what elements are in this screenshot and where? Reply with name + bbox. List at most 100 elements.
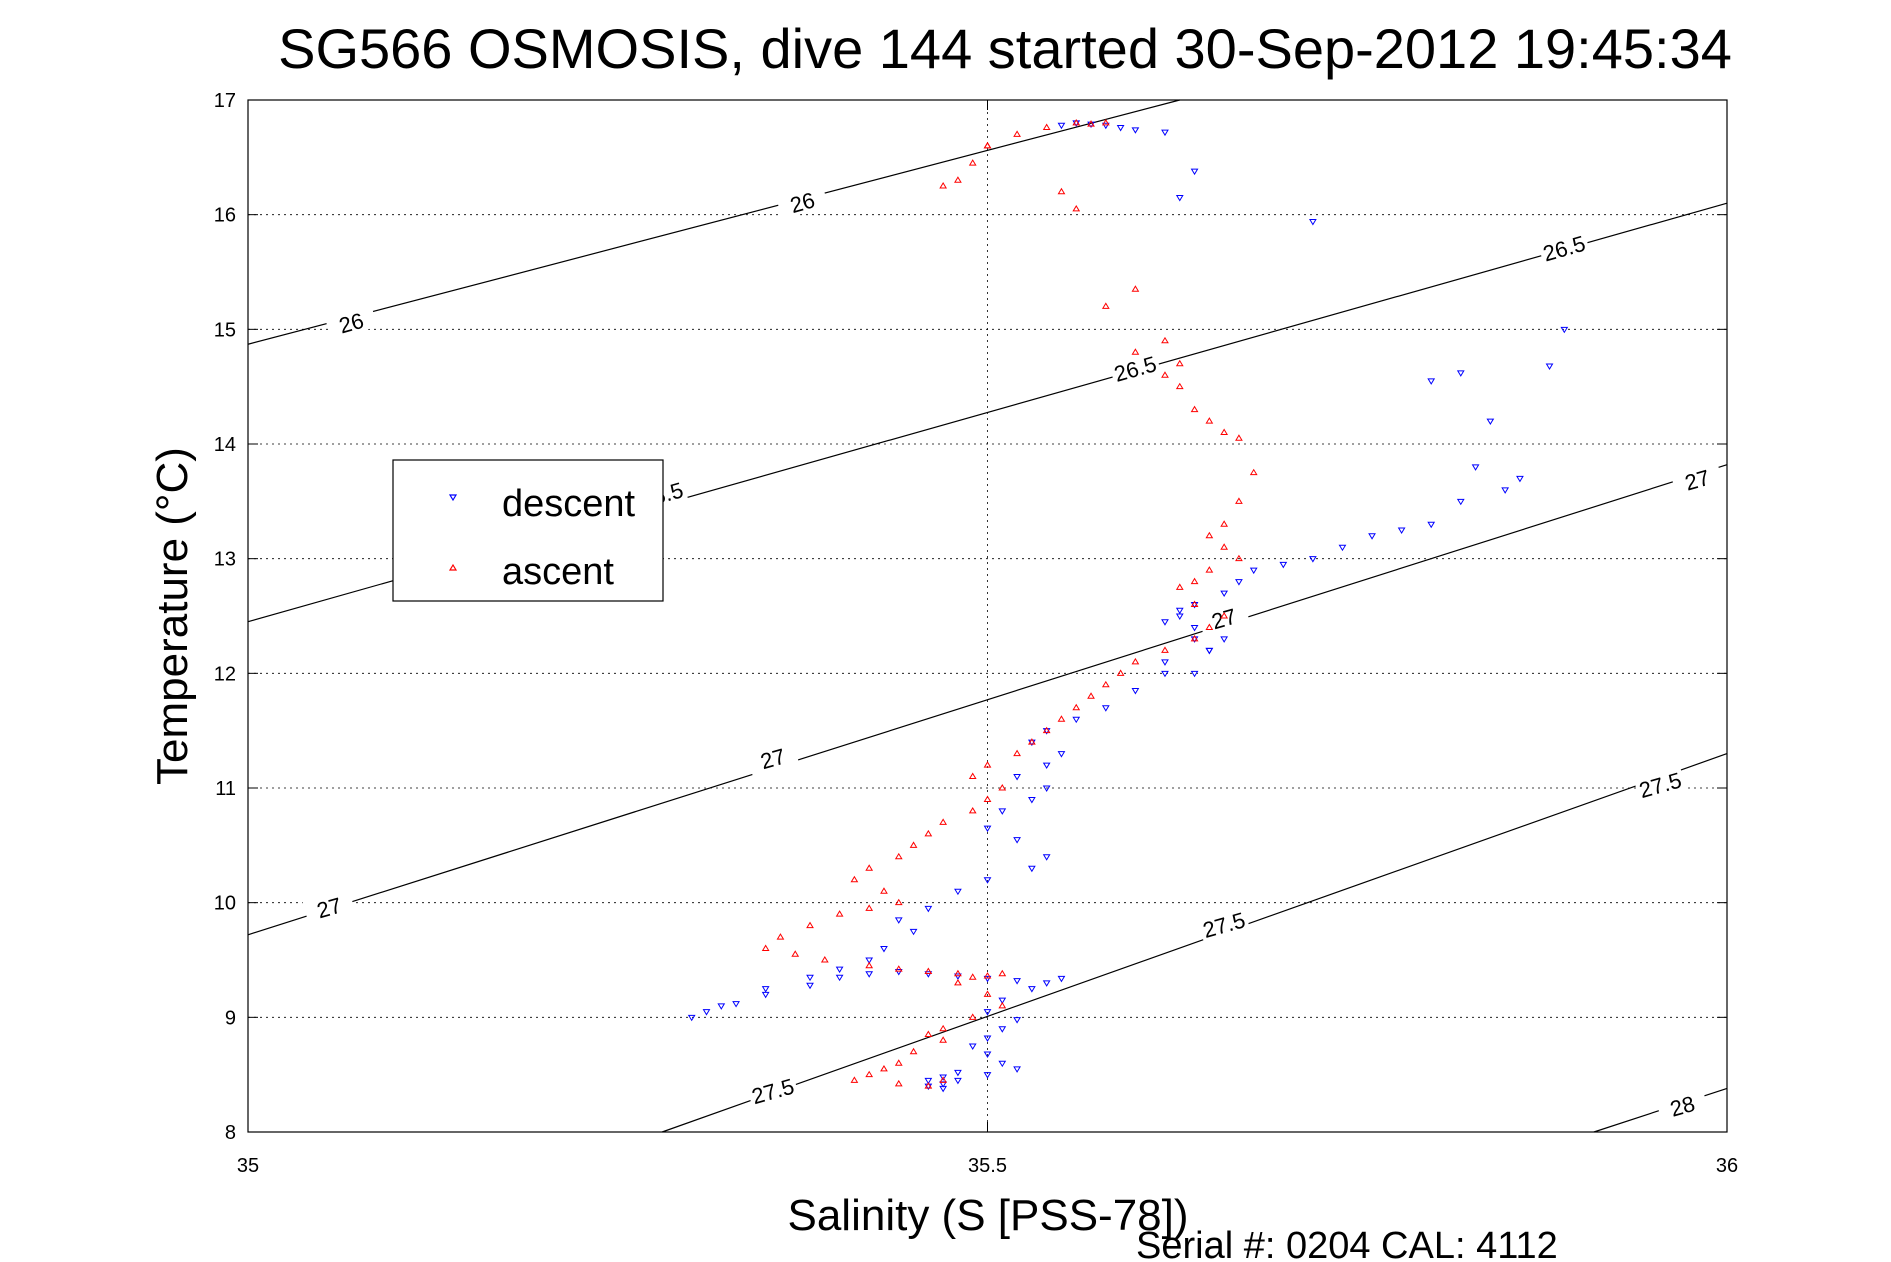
ascent-point (865, 904, 874, 911)
descent-point (1013, 978, 1021, 985)
x-tick-label: 36 (1716, 1155, 1738, 1177)
ascent-point (1027, 738, 1036, 745)
ascent-point (806, 921, 814, 929)
chart-title: SG566 OSMOSIS, dive 144 started 30-Sep-2… (278, 17, 1732, 80)
y-tick-label: 11 (215, 778, 236, 800)
y-tick-label: 16 (214, 205, 236, 227)
ascent-point (983, 795, 992, 802)
ascent-point (1205, 623, 1214, 630)
ascent-point (998, 784, 1007, 791)
y-tick-label: 17 (214, 90, 236, 112)
descent-point (1427, 521, 1436, 529)
descent-point (1042, 728, 1051, 735)
axis-ticks: 35 35.5 36 8 9 10 11 12 13 14 15 16 17 (214, 90, 1738, 1177)
ascent-point (924, 1082, 933, 1089)
ascent-point (1101, 680, 1110, 688)
descent-point (1220, 590, 1229, 598)
descent-point (1042, 762, 1051, 770)
descent-point (983, 975, 992, 983)
ascent-point (998, 1001, 1007, 1009)
contour-line-27-5 (661, 753, 1728, 1133)
ascent-point (1190, 600, 1199, 608)
descent-point (1190, 602, 1199, 609)
ascent-point (1072, 703, 1081, 711)
ascent-point (1072, 204, 1081, 212)
legend-box (392, 459, 664, 602)
ascent-point (1042, 726, 1051, 734)
descent-point (1338, 544, 1347, 552)
ascent-point (1087, 120, 1095, 127)
x-tick-label: 35.5 (968, 1155, 1007, 1177)
ascent-point (924, 829, 933, 837)
ascent-point (865, 961, 874, 969)
descent-point (1072, 120, 1081, 127)
ascent-point (1205, 531, 1214, 539)
descent-point (983, 877, 992, 884)
descent-point (1057, 751, 1066, 758)
ascent-point (909, 1047, 918, 1055)
contour-label-bg (302, 888, 356, 925)
ascent-point (865, 1070, 874, 1078)
ascent-point (761, 944, 770, 952)
descent-point (702, 1009, 711, 1016)
ascent-point (1220, 428, 1229, 436)
ascent-point (909, 841, 918, 848)
y-tick-label: 15 (214, 319, 236, 341)
y-tick-label: 12 (214, 663, 236, 685)
y-tick-label: 13 (214, 549, 236, 571)
ascent-point (968, 973, 977, 980)
descent-point (806, 974, 814, 982)
descent-point (1027, 739, 1036, 747)
ascent-point (1131, 285, 1140, 292)
ascent-point (939, 1024, 948, 1032)
descent-point (1560, 326, 1569, 334)
descent-point (954, 1069, 962, 1077)
y-tick-label: 8 (225, 1122, 236, 1144)
descent-point (1368, 533, 1376, 540)
descent-point (909, 928, 918, 936)
contour-label: 27 (302, 888, 356, 925)
descent-point (1190, 624, 1199, 632)
ascent-point (1205, 566, 1214, 573)
descent-point (1161, 670, 1169, 678)
contour-label: 27.5 (1197, 905, 1250, 943)
descent-point (732, 1001, 740, 1008)
contour-label-bg (324, 303, 378, 340)
descent-point (717, 1003, 726, 1010)
descent-point (761, 991, 770, 999)
descent-point (1057, 122, 1066, 130)
ascent-point (1116, 669, 1125, 676)
ascent-point (939, 1076, 948, 1083)
descent-point (1545, 363, 1554, 370)
descent-point (1190, 636, 1199, 643)
ascent-point (894, 852, 903, 860)
descent-point (1116, 125, 1125, 132)
descent-point (939, 1085, 948, 1093)
descent-point (1175, 613, 1184, 620)
contour-label-bg (1537, 229, 1591, 266)
descent-point (1486, 418, 1495, 426)
ascent-point (1101, 302, 1110, 309)
descent-point (1013, 774, 1021, 781)
ascent-point (968, 806, 977, 814)
descent-point (865, 971, 874, 978)
ascent-point (776, 933, 785, 940)
ascent-point (1072, 118, 1081, 126)
ascent-point (1205, 417, 1214, 424)
descent-point (954, 973, 962, 981)
descent-point (998, 1060, 1007, 1068)
descent-point (1013, 1017, 1021, 1024)
ascent-point (939, 1036, 948, 1043)
contour-label-bg (1670, 460, 1724, 497)
ascent-point (850, 875, 859, 883)
descent-point (1175, 607, 1184, 615)
descent-point (954, 1077, 962, 1085)
legend-descent-marker (448, 494, 458, 502)
descent-point (1249, 567, 1258, 575)
ascent-point (1057, 715, 1066, 722)
ascent-point (1235, 434, 1243, 441)
descent-point (894, 917, 903, 924)
contour-label: 28 (1655, 1086, 1709, 1123)
descent-point (1190, 168, 1199, 176)
ascent-point (983, 141, 992, 149)
